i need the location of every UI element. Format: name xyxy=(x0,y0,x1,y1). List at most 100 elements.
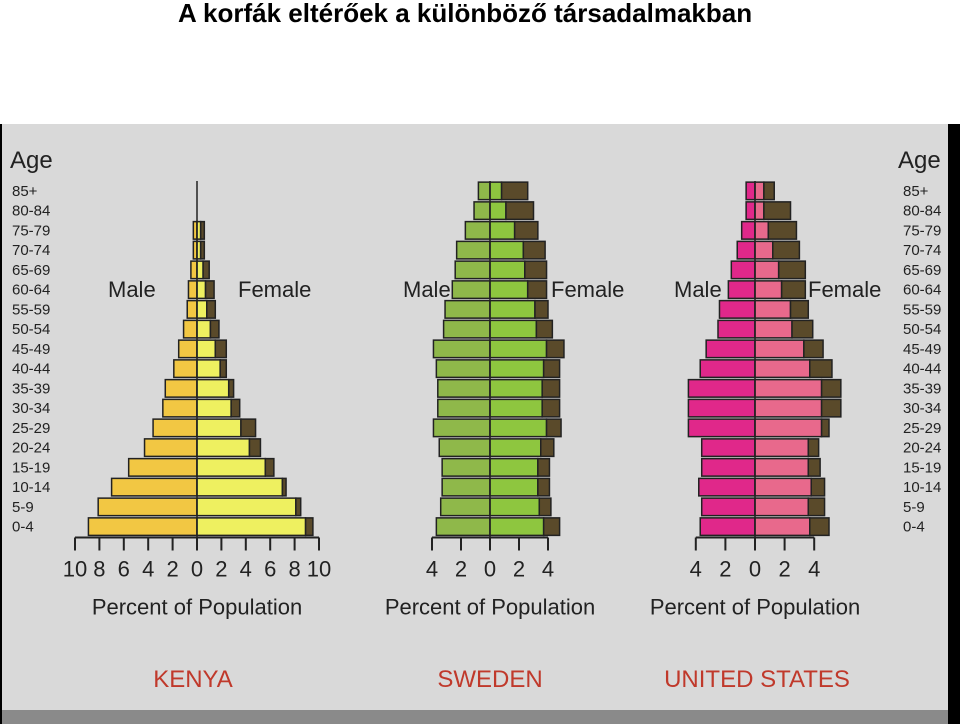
female-surplus-bar xyxy=(767,220,798,240)
male-bar xyxy=(437,378,491,398)
female-surplus-bar xyxy=(807,438,820,458)
male-bar xyxy=(432,418,491,438)
x-tick-label: 8 xyxy=(93,557,105,582)
x-axis-title: Percent of Population xyxy=(385,595,595,620)
age-label: 5-9 xyxy=(12,499,34,516)
male-bar xyxy=(164,378,198,398)
age-label: 10-14 xyxy=(12,479,50,496)
age-label: 75-79 xyxy=(903,222,941,239)
male-bar xyxy=(717,319,756,339)
male-bar xyxy=(437,398,491,418)
female-bar xyxy=(754,359,811,379)
female-bar xyxy=(489,438,542,458)
female-surplus-bar xyxy=(807,497,826,517)
x-tick-label: 10 xyxy=(307,557,331,582)
female-surplus-bar xyxy=(199,240,206,260)
female-bar xyxy=(489,359,545,379)
age-label: 55-59 xyxy=(903,301,941,318)
male-bar xyxy=(699,359,756,379)
male-bar xyxy=(432,339,491,359)
female-bar xyxy=(489,280,529,300)
female-bar xyxy=(489,418,548,438)
age-label: 65-69 xyxy=(12,262,50,279)
female-bar xyxy=(489,201,507,221)
male-bar xyxy=(698,477,756,497)
age-label: 70-74 xyxy=(12,242,50,259)
male-bar xyxy=(700,438,756,458)
female-surplus-bar xyxy=(541,378,561,398)
female-surplus-bar xyxy=(540,438,555,458)
male-bar xyxy=(687,398,756,418)
age-label: 30-34 xyxy=(12,400,50,417)
male-bar xyxy=(740,220,756,240)
male-bar xyxy=(182,319,198,339)
female-bar xyxy=(754,398,823,418)
x-axis-title: Percent of Population xyxy=(650,595,860,620)
country-label: KENYA xyxy=(153,666,233,693)
female-bar xyxy=(196,359,221,379)
male-bar xyxy=(718,299,756,319)
x-tick-label: 4 xyxy=(690,557,702,582)
age-labels-right: 85+ 80-84 75-79 70-74 65-69 60-64 55-59 50-54 45… xyxy=(903,183,941,536)
male-bar xyxy=(110,477,198,497)
female-surplus-bar xyxy=(542,359,561,379)
female-surplus-bar xyxy=(535,319,554,339)
male-bar xyxy=(727,280,756,300)
female-surplus-bar xyxy=(524,260,548,280)
female-bar xyxy=(754,339,805,359)
age-label: 85+ xyxy=(903,183,929,200)
age-label: 80-84 xyxy=(12,203,50,220)
female-surplus-bar xyxy=(810,477,826,497)
male-bar xyxy=(745,201,756,221)
female-bar xyxy=(754,260,780,280)
female-bar xyxy=(754,378,823,398)
female-surplus-bar xyxy=(264,457,275,477)
male-bar xyxy=(705,339,756,359)
age-label: 55-59 xyxy=(12,301,50,318)
male-bar xyxy=(441,477,491,497)
female-surplus-bar xyxy=(214,339,228,359)
page-title: A korfák eltérőek a különböző társadalma… xyxy=(178,0,753,28)
age-label: 0-4 xyxy=(903,519,925,536)
female-surplus-bar xyxy=(304,517,314,537)
figure-shadow-bottom xyxy=(2,710,948,724)
age-label: 65-69 xyxy=(903,262,941,279)
x-tick-label: 2 xyxy=(455,557,467,582)
age-label: 45-49 xyxy=(12,341,50,358)
age-label: 25-29 xyxy=(903,420,941,437)
female-surplus-bar xyxy=(219,359,228,379)
female-surplus-bar xyxy=(505,201,535,221)
x-tick-label: 8 xyxy=(288,557,300,582)
x-tick-label: 10 xyxy=(63,557,87,582)
age-label: 35-39 xyxy=(12,380,50,397)
female-bar xyxy=(196,438,251,458)
female-surplus-bar xyxy=(199,220,206,240)
female-surplus-bar xyxy=(763,181,775,201)
age-label: 85+ xyxy=(12,183,38,200)
country-label: UNITED STATES xyxy=(664,666,850,693)
male-bar xyxy=(441,457,491,477)
male-bar xyxy=(454,260,491,280)
age-label: 15-19 xyxy=(903,459,941,476)
age-label: 10-14 xyxy=(903,479,941,496)
male-bar xyxy=(87,517,198,537)
x-tick-label: 0 xyxy=(484,557,496,582)
x-tick-label: 4 xyxy=(142,557,154,582)
age-label: 40-44 xyxy=(903,361,941,378)
female-bar xyxy=(489,339,548,359)
female-bar xyxy=(754,220,770,240)
age-label: 75-79 xyxy=(12,222,50,239)
female-bar xyxy=(489,378,543,398)
male-bar xyxy=(699,517,756,537)
male-bar xyxy=(687,418,756,438)
female-surplus-bar xyxy=(541,398,561,418)
age-label: 45-49 xyxy=(903,341,941,358)
female-bar xyxy=(489,497,541,517)
female-bar xyxy=(754,240,774,260)
female-surplus-bar xyxy=(820,418,830,438)
female-bar xyxy=(196,260,204,280)
female-bar xyxy=(489,517,545,537)
female-bar xyxy=(489,457,539,477)
